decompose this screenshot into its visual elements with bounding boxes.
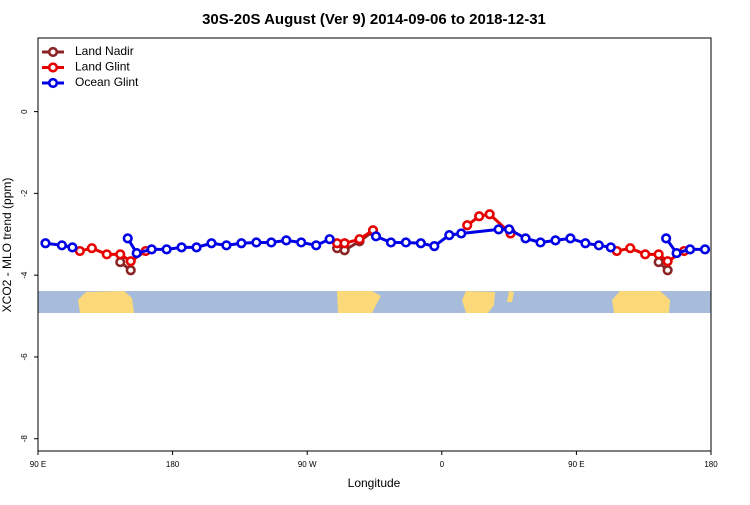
land — [507, 291, 514, 302]
legend-marker — [47, 77, 59, 89]
legend-marker — [47, 62, 59, 73]
point — [474, 211, 485, 222]
point — [40, 238, 51, 249]
x-tick-label: 0 — [440, 460, 445, 469]
point — [176, 242, 187, 253]
point — [86, 243, 97, 254]
land — [612, 291, 670, 313]
point — [661, 233, 672, 244]
point — [324, 234, 335, 245]
map-strip — [38, 291, 711, 313]
point — [74, 245, 85, 257]
point — [370, 231, 382, 242]
point — [339, 238, 350, 249]
point — [456, 228, 467, 239]
point — [146, 244, 157, 255]
point — [444, 229, 455, 241]
point — [593, 240, 604, 251]
point — [101, 249, 112, 260]
x-tick-label: 90 E — [30, 460, 46, 469]
point — [131, 247, 142, 259]
point — [535, 237, 546, 248]
point — [281, 235, 292, 246]
y-axis-label: XCO2 - MLO trend (ppm) — [0, 178, 14, 313]
point — [251, 237, 262, 248]
legend-label: Land Nadir — [75, 44, 134, 58]
point — [115, 249, 126, 260]
y-tick-label: -2 — [20, 189, 29, 197]
chart-title: 30S-20S August (Ver 9) 2014-09-06 to 201… — [202, 11, 546, 28]
x-axis-label: Longitude — [348, 476, 401, 490]
point — [550, 235, 561, 246]
point — [191, 242, 202, 253]
legend-label: Land Glint — [75, 60, 130, 74]
point — [640, 249, 651, 260]
x-tick-label: 90 W — [298, 460, 317, 469]
point — [684, 244, 696, 255]
point — [699, 244, 711, 255]
point — [625, 243, 636, 254]
point — [385, 237, 397, 248]
point — [115, 256, 126, 268]
point — [206, 238, 217, 249]
point — [484, 209, 495, 220]
series-line — [119, 230, 669, 272]
point — [236, 238, 247, 249]
point — [462, 220, 473, 231]
point — [653, 256, 664, 268]
point — [266, 237, 277, 248]
y-tick-label: 0 — [20, 109, 29, 114]
point — [493, 224, 504, 235]
x-tick-label: 180 — [704, 460, 718, 469]
point — [67, 242, 78, 253]
point — [580, 238, 591, 249]
point — [520, 233, 531, 244]
land — [78, 291, 134, 313]
x-tick-label: 90 E — [568, 460, 584, 469]
point — [565, 233, 576, 244]
point — [653, 249, 664, 260]
legend-label: Ocean Glint — [75, 75, 139, 89]
point — [429, 241, 440, 252]
point — [504, 224, 515, 235]
point — [221, 240, 232, 251]
point — [56, 240, 68, 251]
point — [296, 237, 307, 248]
point — [415, 238, 426, 249]
land — [462, 291, 495, 313]
point — [671, 247, 682, 259]
plot-frame — [37, 37, 712, 452]
land — [337, 291, 381, 313]
point — [400, 237, 412, 248]
series-line — [79, 212, 685, 264]
point — [125, 265, 136, 276]
point — [311, 240, 322, 251]
x-tick-label: 180 — [166, 460, 180, 469]
y-tick-label: -6 — [20, 353, 29, 361]
point — [605, 242, 616, 253]
legend-marker — [47, 46, 59, 58]
point — [354, 234, 365, 245]
y-tick-label: -4 — [20, 271, 29, 279]
y-tick-label: -8 — [20, 435, 29, 443]
point — [125, 256, 136, 267]
point — [662, 265, 673, 276]
plot-area — [40, 209, 711, 276]
point — [122, 233, 133, 244]
point — [662, 256, 673, 267]
point — [161, 244, 172, 255]
